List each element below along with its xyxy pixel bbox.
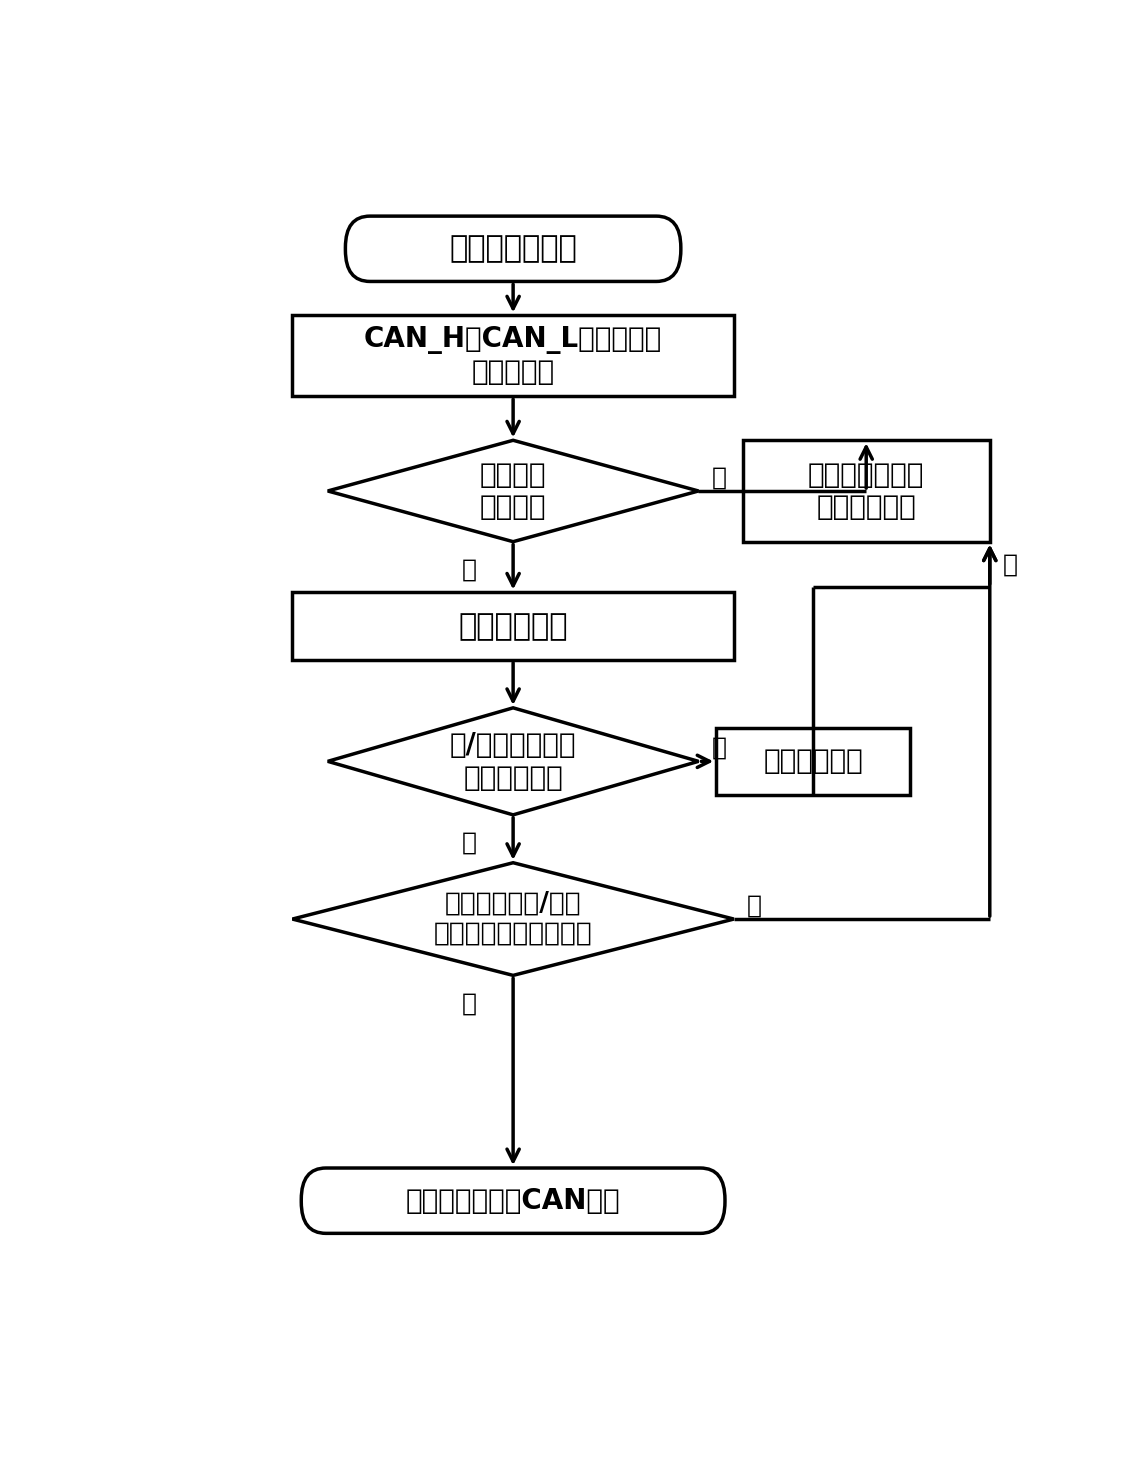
Polygon shape [328, 440, 698, 541]
Text: 否: 否 [461, 990, 476, 1015]
FancyBboxPatch shape [345, 217, 681, 281]
Text: 电磁干扰影响了CAN通讯: 电磁干扰影响了CAN通讯 [405, 1186, 621, 1214]
Bar [293, 593, 734, 660]
FancyBboxPatch shape [301, 1167, 726, 1233]
Text: 是: 是 [461, 557, 476, 581]
Text: 显/隐性电平转换
时是否有振铃: 显/隐性电平转换 时是否有振铃 [450, 732, 576, 791]
Text: 调整匹配电阻: 调整匹配电阻 [763, 748, 863, 775]
Bar [743, 440, 990, 541]
Text: 确定非电磁干扰
原因导致故障: 确定非电磁干扰 原因导致故障 [808, 461, 925, 521]
Bar [293, 315, 734, 396]
Text: 否: 否 [712, 465, 727, 490]
Polygon shape [293, 863, 734, 976]
Text: 是: 是 [747, 894, 762, 917]
Text: 差分数据分析: 差分数据分析 [458, 612, 568, 641]
Text: 总线是否
受到干扰: 总线是否 受到干扰 [480, 461, 547, 521]
Bar [716, 727, 910, 796]
Text: 否: 否 [461, 831, 476, 854]
Text: 是: 是 [712, 736, 727, 759]
Text: 存在干扰时显/隐性
电平是否在容差范围内: 存在干扰时显/隐性 电平是否在容差范围内 [434, 891, 592, 947]
Text: 示波器数据测量: 示波器数据测量 [449, 234, 577, 263]
Text: CAN_H和CAN_L分别对地测
量数据分析: CAN_H和CAN_L分别对地测 量数据分析 [364, 326, 662, 386]
Polygon shape [328, 708, 698, 815]
Text: 是: 是 [1003, 552, 1018, 576]
